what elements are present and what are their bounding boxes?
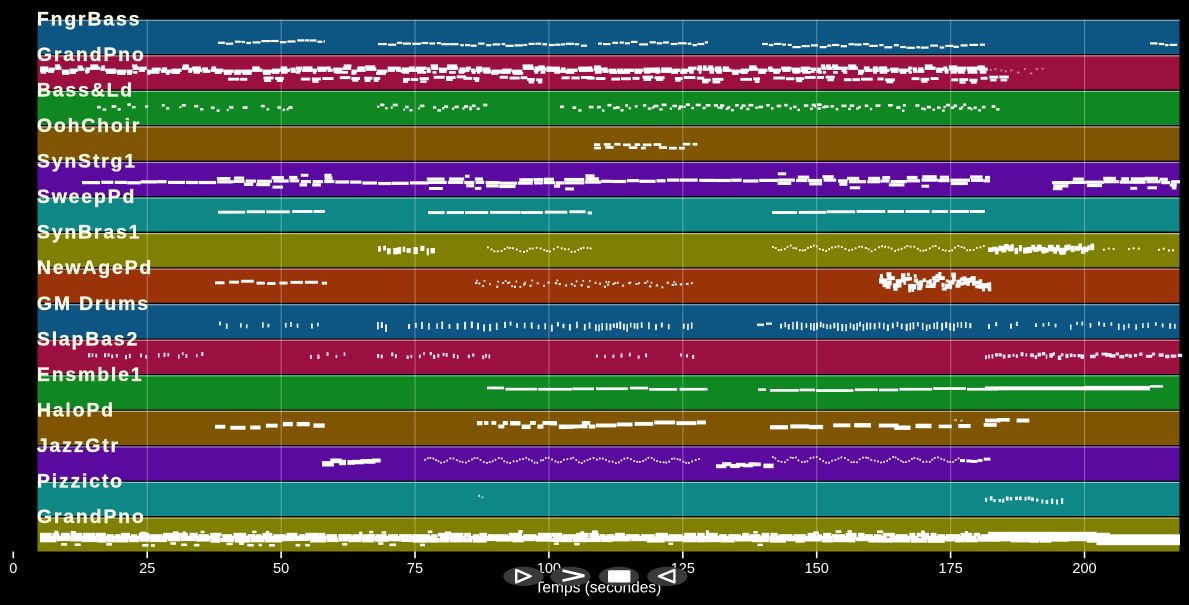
svg-text:JazzGtr: JazzGtr [37,435,120,457]
svg-text:NewAgePd: NewAgePd [37,257,153,279]
svg-text:FngrBass: FngrBass [37,8,141,30]
svg-text:HaloPd: HaloPd [37,399,115,421]
svg-text:25: 25 [139,561,155,577]
svg-text:SweepPd: SweepPd [37,186,136,208]
svg-text:175: 175 [938,561,962,577]
svg-text:Ensmble1: Ensmble1 [37,364,144,386]
svg-text:75: 75 [407,561,423,577]
svg-text:200: 200 [1072,561,1096,577]
svg-text:Bass&Ld: Bass&Ld [37,80,134,102]
svg-text:GM Drums: GM Drums [37,293,150,315]
svg-text:Temps (secondes): Temps (secondes) [535,580,662,597]
svg-text:SlapBas2: SlapBas2 [37,328,139,350]
svg-text:SynBras1: SynBras1 [37,222,141,244]
svg-text:Pizzicto: Pizzicto [37,471,124,493]
svg-text:GrandPno: GrandPno [37,506,146,528]
svg-text:0: 0 [9,561,17,577]
svg-text:50: 50 [273,561,289,577]
svg-text:150: 150 [805,561,829,577]
svg-text:SynStrg1: SynStrg1 [37,151,137,173]
svg-text:OohChoir: OohChoir [37,115,141,137]
svg-text:GrandPno: GrandPno [37,44,146,66]
